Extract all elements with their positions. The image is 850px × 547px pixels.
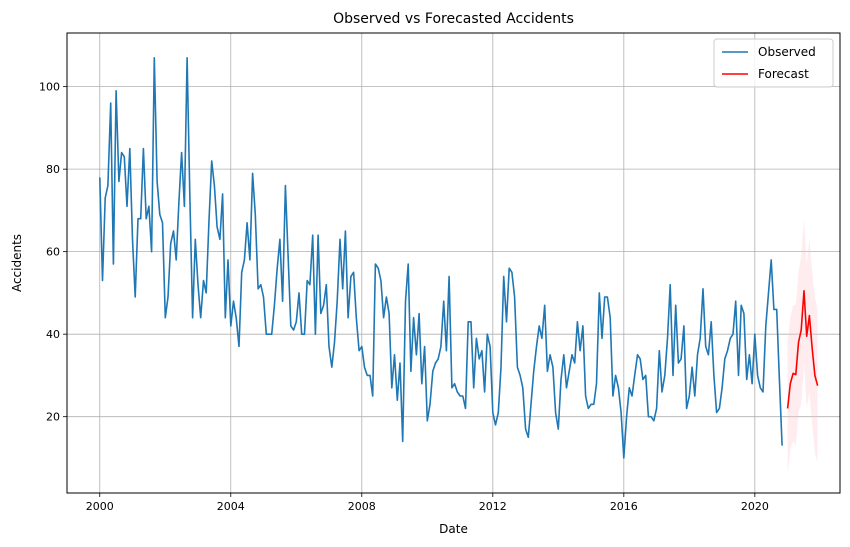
x-tick-label: 2016 [610, 500, 638, 513]
y-tick-label: 80 [46, 163, 60, 176]
y-tick-label: 20 [46, 411, 60, 424]
x-tick-label: 2004 [217, 500, 245, 513]
legend-label-observed: Observed [758, 45, 816, 59]
y-axis-label: Accidents [10, 234, 24, 292]
series-layer [99, 56, 819, 459]
series-line-forecast [786, 289, 819, 409]
series-line-observed [99, 56, 783, 459]
x-axis-label: Date [439, 522, 468, 536]
y-tick-label: 100 [39, 81, 60, 94]
x-tick-label: 2012 [479, 500, 507, 513]
plot-frame [66, 32, 841, 494]
x-tick-label: 2008 [348, 500, 376, 513]
x-tick-label: 2000 [86, 500, 114, 513]
confidence-band-layer [787, 218, 818, 475]
legend-box [713, 38, 834, 88]
y-tick-label: 60 [46, 246, 60, 259]
forecast-confidence-band [787, 218, 818, 475]
plot-area [67, 33, 840, 493]
x-tick-label: 2020 [741, 500, 769, 513]
chart-title: Observed vs Forecasted Accidents [333, 11, 574, 27]
legend-label-forecast: Forecast [758, 67, 809, 81]
legend: Observed Forecast [713, 38, 834, 88]
y-tick-label: 40 [46, 328, 60, 341]
